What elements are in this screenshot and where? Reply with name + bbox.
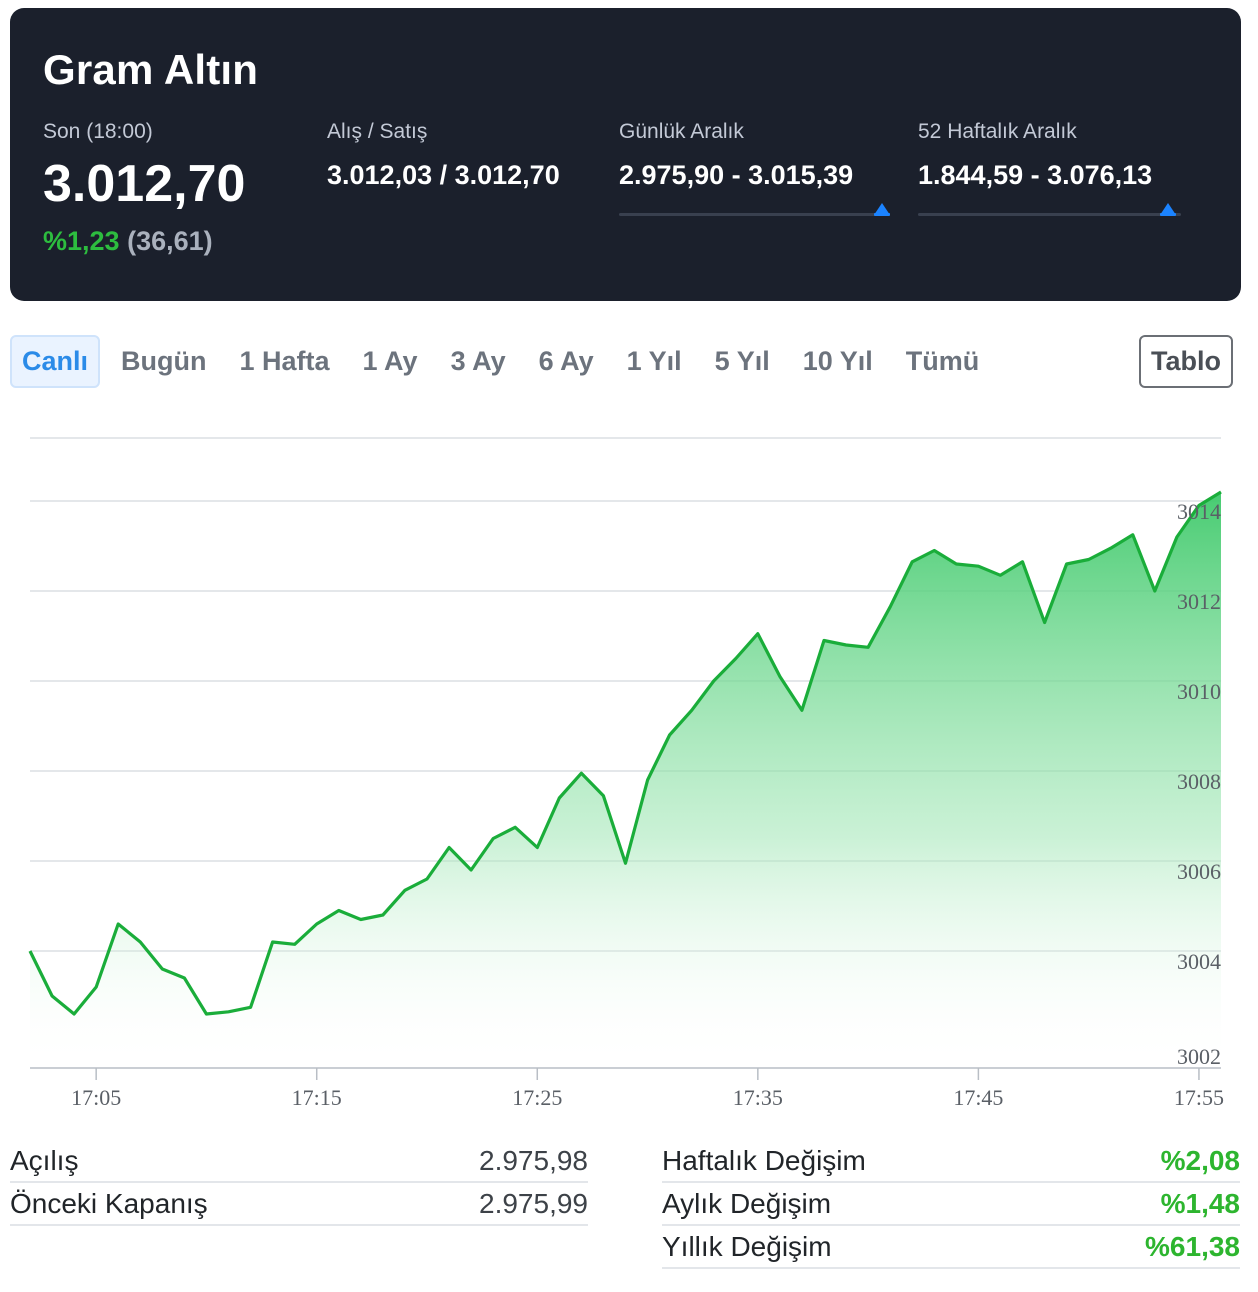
- tab-period[interactable]: 1 Ay: [362, 345, 418, 376]
- y-tick-label: 3010: [1177, 679, 1221, 704]
- instrument-title: Gram Altın: [43, 46, 259, 93]
- tab-period[interactable]: Tümü: [905, 345, 980, 376]
- tab-period[interactable]: Bugün: [121, 345, 207, 376]
- last-price-label: Son (18:00): [43, 120, 153, 143]
- stat-label: Önceki Kapanış: [10, 1187, 208, 1219]
- y-tick-label: 3004: [1177, 949, 1221, 974]
- stat-row: Yıllık Değişim %61,38: [662, 1226, 1240, 1269]
- change-percent: %1,23: [43, 226, 120, 256]
- stat-value: %61,38: [1145, 1230, 1240, 1262]
- stat-value: 2.975,99: [479, 1187, 588, 1219]
- stats-right: Haftalık Değişim %2,08 Aylık Değişim %1,48 Y…: [662, 1140, 1240, 1269]
- daily-range-marker-icon: [873, 203, 890, 216]
- y-tick-label: 3008: [1177, 769, 1221, 794]
- stat-value: %2,08: [1160, 1144, 1240, 1176]
- week52-range-bar: [918, 203, 1181, 216]
- bid-ask-block: Alış / Satış 3.012,03 / 3.012,70: [327, 120, 560, 191]
- stat-value: %1,48: [1160, 1187, 1240, 1219]
- stat-row: Önceki Kapanış 2.975,99: [10, 1183, 588, 1226]
- tab-period[interactable]: 10 Yıl: [802, 345, 873, 376]
- week52-range-value: 1.844,59 - 3.076,13: [918, 160, 1153, 190]
- x-tick-label: 17:15: [292, 1085, 342, 1110]
- last-price-block: Son (18:00) 3.012,70 %1,23 (36,61): [43, 120, 245, 257]
- stat-row: Aylık Değişim %1,48: [662, 1183, 1240, 1226]
- price-chart: 3002 3004 3006 3008 3010 3012 3014 17:05 17:15 1…: [28, 437, 1224, 1110]
- y-tick-label: 3014: [1177, 499, 1221, 524]
- daily-range-label: Günlük Aralık: [619, 120, 744, 143]
- tab-period[interactable]: 6 Ay: [538, 345, 594, 376]
- bid-ask-value: 3.012,03 / 3.012,70: [327, 160, 560, 190]
- x-tick-label: 17:25: [512, 1085, 562, 1110]
- y-tick-label: 3002: [1177, 1044, 1221, 1069]
- instrument-summary-card: Gram Altın Son (18:00) 3.012,70 %1,23 (3…: [10, 8, 1241, 301]
- price-change: %1,23 (36,61): [43, 226, 245, 257]
- tab-period[interactable]: 5 Yıl: [714, 345, 770, 376]
- price-line: [28, 490, 1222, 1016]
- week52-range-marker-icon: [1159, 203, 1176, 216]
- y-tick-label: 3012: [1177, 589, 1221, 614]
- week52-range-label: 52 Haftalık Aralık: [918, 120, 1077, 143]
- change-absolute: (36,61): [127, 226, 213, 256]
- stat-label: Açılış: [10, 1144, 79, 1176]
- bid-ask-label: Alış / Satış: [327, 120, 428, 143]
- tab-period[interactable]: 1 Yıl: [626, 345, 682, 376]
- daily-range-value: 2.975,90 - 3.015,39: [619, 160, 854, 190]
- x-tick-label: 17:45: [953, 1085, 1003, 1110]
- x-tick-label: 17:05: [71, 1085, 121, 1110]
- stat-label: Haftalık Değişim: [662, 1144, 866, 1176]
- stats-left: Açılış 2.975,98 Önceki Kapanış 2.975,99: [10, 1140, 588, 1226]
- tab-period[interactable]: 3 Ay: [450, 345, 506, 376]
- last-price-value: 3.012,70: [43, 155, 246, 213]
- period-tabs: Canlı Bugün 1 Hafta 1 Ay 3 Ay 6 Ay 1 Yıl 5 Yıl 1…: [10, 334, 1000, 388]
- daily-range-block: Günlük Aralık 2.975,90 - 3.015,39: [619, 120, 890, 216]
- stat-row: Açılış 2.975,98: [10, 1140, 588, 1183]
- y-tick-label: 3006: [1177, 859, 1221, 884]
- stat-value: 2.975,98: [479, 1144, 588, 1176]
- price-area: [30, 492, 1221, 1068]
- week52-range-block: 52 Haftalık Aralık 1.844,59 - 3.076,13: [918, 120, 1181, 216]
- x-tick-label: 17:55: [1174, 1085, 1224, 1110]
- stat-label: Yıllık Değişim: [662, 1230, 832, 1262]
- stat-label: Aylık Değişim: [662, 1187, 832, 1219]
- stat-row: Haftalık Değişim %2,08: [662, 1140, 1240, 1183]
- tab-period[interactable]: 1 Hafta: [239, 345, 330, 376]
- daily-range-bar: [619, 203, 890, 216]
- tab-period[interactable]: Canlı: [10, 334, 101, 388]
- table-view-button[interactable]: Tablo: [1139, 335, 1233, 388]
- x-tick-label: 17:35: [733, 1085, 783, 1110]
